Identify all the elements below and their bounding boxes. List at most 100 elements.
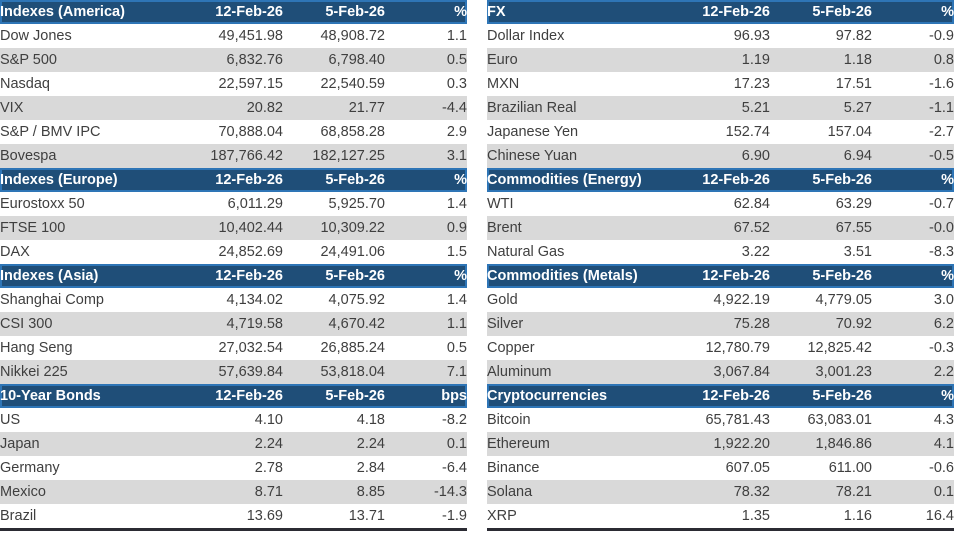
row-label: Ethereum bbox=[487, 432, 657, 456]
previous-value: 5,925.70 bbox=[283, 192, 385, 216]
previous-date-column-header: 5-Feb-26 bbox=[770, 264, 872, 288]
table-row: XRP 1.35 1.16 16.4 bbox=[487, 504, 954, 530]
table-row: Germany 2.78 2.84 -6.4 bbox=[0, 456, 467, 480]
change-value: 7.1 bbox=[385, 360, 467, 384]
current-date-column-header: 12-Feb-26 bbox=[170, 264, 283, 288]
current-value: 4,134.02 bbox=[170, 288, 283, 312]
previous-value: 12,825.42 bbox=[770, 336, 872, 360]
table-row: FTSE 100 10,402.44 10,309.22 0.9 bbox=[0, 216, 467, 240]
table-row: Hang Seng 27,032.54 26,885.24 0.5 bbox=[0, 336, 467, 360]
section-title: Indexes (America) bbox=[0, 0, 170, 24]
row-label: WTI bbox=[487, 192, 657, 216]
table-row: Nikkei 225 57,639.84 53,818.04 7.1 bbox=[0, 360, 467, 384]
current-value: 3,067.84 bbox=[657, 360, 770, 384]
table-row: Natural Gas 3.22 3.51 -8.3 bbox=[487, 240, 954, 264]
change-value: 0.5 bbox=[385, 48, 467, 72]
change-value: 3.0 bbox=[872, 288, 954, 312]
change-value: -8.3 bbox=[872, 240, 954, 264]
market-panel-left: Indexes (America) 12-Feb-26 5-Feb-26% Dow J… bbox=[0, 0, 467, 531]
row-label: Germany bbox=[0, 456, 170, 480]
current-value: 78.32 bbox=[657, 480, 770, 504]
table-row: S&P 500 6,832.76 6,798.40 0.5 bbox=[0, 48, 467, 72]
change-value: 0.3 bbox=[385, 72, 467, 96]
section-title: FX bbox=[487, 0, 657, 24]
table-row: Gold 4,922.19 4,779.05 3.0 bbox=[487, 288, 954, 312]
table-row: Japanese Yen 152.74 157.04 -2.7 bbox=[487, 120, 954, 144]
change-value: 3.1 bbox=[385, 144, 467, 168]
section-title: Indexes (Asia) bbox=[0, 264, 170, 288]
change-value: 0.1 bbox=[385, 432, 467, 456]
current-value: 12,780.79 bbox=[657, 336, 770, 360]
row-label: Euro bbox=[487, 48, 657, 72]
change-value: 4.1 bbox=[872, 432, 954, 456]
change-value: -1.6 bbox=[872, 72, 954, 96]
current-value: 2.78 bbox=[170, 456, 283, 480]
current-date-column-header: 12-Feb-26 bbox=[170, 0, 283, 24]
change-value: 6.2 bbox=[872, 312, 954, 336]
change-column-header: % bbox=[872, 384, 954, 408]
table-row: Ethereum 1,922.20 1,846.86 4.1 bbox=[487, 432, 954, 456]
section-title: Commodities (Metals) bbox=[487, 264, 657, 288]
previous-value: 182,127.25 bbox=[283, 144, 385, 168]
previous-value: 1.18 bbox=[770, 48, 872, 72]
change-value: -4.4 bbox=[385, 96, 467, 120]
current-value: 6.90 bbox=[657, 144, 770, 168]
previous-value: 63.29 bbox=[770, 192, 872, 216]
change-value: 1.1 bbox=[385, 312, 467, 336]
change-value: 1.4 bbox=[385, 288, 467, 312]
current-value: 22,597.15 bbox=[170, 72, 283, 96]
table-row: Copper 12,780.79 12,825.42 -0.3 bbox=[487, 336, 954, 360]
current-value: 20.82 bbox=[170, 96, 283, 120]
change-value: 0.8 bbox=[872, 48, 954, 72]
previous-value: 6,798.40 bbox=[283, 48, 385, 72]
table-row: Shanghai Comp 4,134.02 4,075.92 1.4 bbox=[0, 288, 467, 312]
row-label: Brent bbox=[487, 216, 657, 240]
row-label: S&P / BMV IPC bbox=[0, 120, 170, 144]
current-value: 75.28 bbox=[657, 312, 770, 336]
row-label: Chinese Yuan bbox=[487, 144, 657, 168]
section-header-row: 10-Year Bonds 12-Feb-26 5-Feb-26 bps bbox=[0, 384, 467, 408]
previous-value: 10,309.22 bbox=[283, 216, 385, 240]
row-label: VIX bbox=[0, 96, 170, 120]
current-value: 5.21 bbox=[657, 96, 770, 120]
previous-date-column-header: 5-Feb-26 bbox=[283, 264, 385, 288]
row-label: Gold bbox=[487, 288, 657, 312]
table-row: WTI 62.84 63.29 -0.7 bbox=[487, 192, 954, 216]
row-label: Nasdaq bbox=[0, 72, 170, 96]
change-value: -1.1 bbox=[872, 96, 954, 120]
change-value: 0.5 bbox=[385, 336, 467, 360]
previous-value: 611.00 bbox=[770, 456, 872, 480]
change-value: 2.9 bbox=[385, 120, 467, 144]
previous-value: 8.85 bbox=[283, 480, 385, 504]
row-label: Copper bbox=[487, 336, 657, 360]
current-value: 62.84 bbox=[657, 192, 770, 216]
current-value: 13.69 bbox=[170, 504, 283, 530]
previous-value: 67.55 bbox=[770, 216, 872, 240]
current-date-column-header: 12-Feb-26 bbox=[170, 384, 283, 408]
market-table-right: FX 12-Feb-26 5-Feb-26% Dollar Index 96.93 97.… bbox=[487, 0, 954, 531]
section-header-row: Indexes (Europe) 12-Feb-26 5-Feb-26% bbox=[0, 168, 467, 192]
row-label: Aluminum bbox=[487, 360, 657, 384]
row-label: Solana bbox=[487, 480, 657, 504]
row-label: Brazil bbox=[0, 504, 170, 530]
table-row: Binance 607.05 611.00 -0.6 bbox=[487, 456, 954, 480]
previous-value: 21.77 bbox=[283, 96, 385, 120]
row-label: S&P 500 bbox=[0, 48, 170, 72]
previous-date-column-header: 5-Feb-26 bbox=[283, 0, 385, 24]
current-value: 4,922.19 bbox=[657, 288, 770, 312]
current-value: 4.10 bbox=[170, 408, 283, 432]
table-row: Silver 75.28 70.92 6.2 bbox=[487, 312, 954, 336]
current-date-column-header: 12-Feb-26 bbox=[657, 384, 770, 408]
previous-value: 48,908.72 bbox=[283, 24, 385, 48]
row-label: CSI 300 bbox=[0, 312, 170, 336]
change-column-header: bps bbox=[385, 384, 467, 408]
market-table-left: Indexes (America) 12-Feb-26 5-Feb-26% Dow J… bbox=[0, 0, 467, 531]
previous-date-column-header: 5-Feb-26 bbox=[283, 384, 385, 408]
section-title: Indexes (Europe) bbox=[0, 168, 170, 192]
change-value: -1.9 bbox=[385, 504, 467, 530]
current-value: 70,888.04 bbox=[170, 120, 283, 144]
table-row: CSI 300 4,719.58 4,670.42 1.1 bbox=[0, 312, 467, 336]
section-header-row: Indexes (Asia) 12-Feb-26 5-Feb-26% bbox=[0, 264, 467, 288]
row-label: Dow Jones bbox=[0, 24, 170, 48]
